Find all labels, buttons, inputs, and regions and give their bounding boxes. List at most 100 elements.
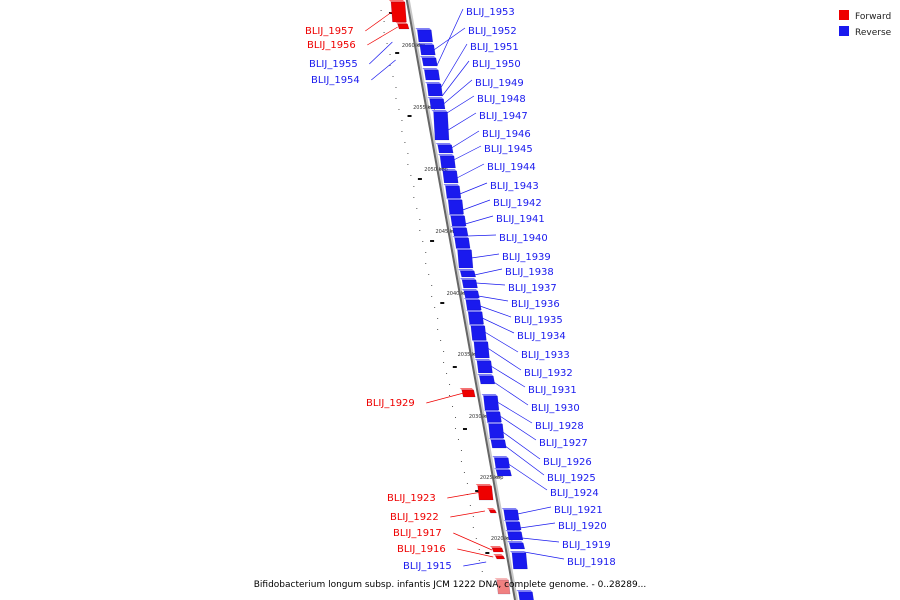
legend-reverse-swatch (839, 26, 849, 36)
feature-dot (428, 274, 430, 275)
feature-dot (407, 153, 409, 154)
gene-label[interactable]: BLIJ_1921 (554, 505, 603, 516)
gene-label[interactable]: BLIJ_1953 (466, 7, 515, 18)
gene-label[interactable]: BLIJ_1924 (550, 488, 599, 499)
gene-features (388, 0, 534, 600)
gene-label[interactable]: BLIJ_1954 (311, 75, 360, 86)
feature-dot (455, 417, 456, 418)
feature-dot (389, 54, 391, 55)
reverse-gene-block (467, 311, 484, 325)
reverse-gene-block (437, 144, 454, 154)
gene-block-top-face (448, 214, 465, 216)
feature-dot (401, 120, 403, 121)
gene-label[interactable]: BLIJ_1937 (508, 283, 557, 294)
gene-label[interactable]: BLIJ_1929 (366, 398, 415, 409)
gene-block-top-face (501, 508, 518, 510)
gene-label[interactable]: BLIJ_1956 (307, 40, 356, 51)
reverse-gene-block (429, 98, 446, 110)
gene-leader-line (502, 431, 541, 460)
gene-label[interactable]: BLIJ_1955 (309, 59, 358, 70)
legend-forward-label: Forward (855, 12, 891, 22)
reverse-gene-block (509, 542, 525, 550)
gene-block-top-face (459, 388, 474, 390)
gene-leader-line (519, 522, 556, 529)
gene-block-top-face (474, 359, 491, 361)
gene-label[interactable]: BLIJ_1942 (493, 198, 542, 209)
feature-dot (392, 76, 394, 77)
gene-leader-line (367, 26, 398, 46)
gene-label[interactable]: BLIJ_1931 (528, 385, 577, 396)
gene-label[interactable]: BLIJ_1949 (475, 78, 524, 89)
gene-label[interactable]: BLIJ_1922 (390, 512, 439, 523)
gene-labels[interactable]: BLIJ_1953 BLIJ_1952 BLIJ_1951 BLIJ_1950 BLIJ… (305, 7, 616, 572)
gene-label[interactable]: BLIJ_1917 (393, 528, 442, 539)
gene-leader-line (490, 365, 526, 388)
gene-label[interactable]: BLIJ_1940 (499, 233, 548, 244)
gene-label[interactable]: BLIJ_1916 (397, 544, 446, 555)
gene-label[interactable]: BLIJ_1919 (562, 540, 611, 551)
gene-block-top-face (475, 484, 492, 486)
feature-dot (457, 439, 459, 440)
gene-label[interactable]: BLIJ_1926 (543, 457, 592, 468)
gene-label[interactable]: BLIJ_1930 (531, 403, 580, 414)
feature-dot (460, 461, 462, 462)
reverse-gene-block (460, 270, 476, 278)
gene-leader-line (471, 253, 500, 259)
gene-label[interactable]: BLIJ_1950 (472, 59, 521, 70)
gene-leader-line (426, 392, 464, 404)
gene-label[interactable]: BLIJ_1952 (468, 26, 517, 37)
gene-block-top-face (419, 56, 436, 58)
feature-dot (425, 252, 427, 253)
gene-label[interactable]: BLIJ_1918 (567, 557, 616, 568)
gene-label[interactable]: BLIJ_1943 (490, 181, 539, 192)
gene-label[interactable]: BLIJ_1945 (484, 144, 533, 155)
gene-label[interactable]: BLIJ_1932 (524, 368, 573, 379)
forward-gene-block (491, 547, 504, 553)
feature-dot (416, 208, 418, 209)
reverse-gene-block (511, 552, 528, 570)
gene-leader-line (517, 506, 552, 515)
gene-label[interactable]: BLIJ_1920 (558, 521, 607, 532)
gene-leader-line (478, 295, 509, 302)
axis-tick-label: 2050 kbp (424, 167, 448, 173)
gene-label[interactable]: BLIJ_1935 (514, 315, 563, 326)
forward-gene-block (397, 23, 410, 30)
gene-block-top-face (509, 551, 526, 553)
gene-label[interactable]: BLIJ_1915 (403, 561, 452, 572)
minor-feature-mark (452, 366, 457, 368)
axis-tick-label: 2055 kbp (413, 105, 437, 111)
gene-label[interactable]: BLIJ_1948 (477, 94, 526, 105)
gene-leader-line (493, 381, 529, 406)
feature-dot (389, 65, 391, 66)
gene-label[interactable]: BLIJ_1957 (305, 26, 354, 37)
minor-feature-mark (417, 178, 422, 180)
gene-label[interactable]: BLIJ_1933 (521, 350, 570, 361)
reverse-gene-block (476, 360, 493, 374)
gene-leader-line (465, 215, 494, 225)
gene-label[interactable]: BLIJ_1934 (517, 331, 566, 342)
feature-dot (422, 241, 424, 242)
gene-label[interactable]: BLIJ_1923 (387, 493, 436, 504)
gene-label[interactable]: BLIJ_1944 (487, 162, 536, 173)
gene-label[interactable]: BLIJ_1939 (502, 252, 551, 263)
gene-label[interactable]: BLIJ_1928 (535, 421, 584, 432)
gene-leader-line (475, 282, 506, 286)
gene-label[interactable]: BLIJ_1938 (505, 267, 554, 278)
minor-feature-mark (462, 428, 467, 430)
gene-label[interactable]: BLIJ_1936 (511, 299, 560, 310)
gene-label[interactable]: BLIJ_1925 (547, 473, 596, 484)
axis-tick-label: 2045 kbp (435, 229, 459, 235)
gene-label[interactable]: BLIJ_1927 (539, 438, 588, 449)
gene-label[interactable]: BLIJ_1946 (482, 129, 531, 140)
gene-leader-line (497, 401, 533, 424)
axis-tick-label: 2030 kbp (469, 414, 493, 420)
gene-label[interactable]: BLIJ_1941 (496, 214, 545, 225)
reverse-gene-block (473, 341, 490, 359)
gene-block-top-face (494, 468, 511, 470)
gene-label[interactable]: BLIJ_1947 (479, 111, 528, 122)
reverse-gene-block (421, 57, 438, 67)
feature-dot (443, 351, 445, 352)
gene-label[interactable]: BLIJ_1951 (470, 42, 519, 53)
forward-gene-block (495, 555, 506, 560)
